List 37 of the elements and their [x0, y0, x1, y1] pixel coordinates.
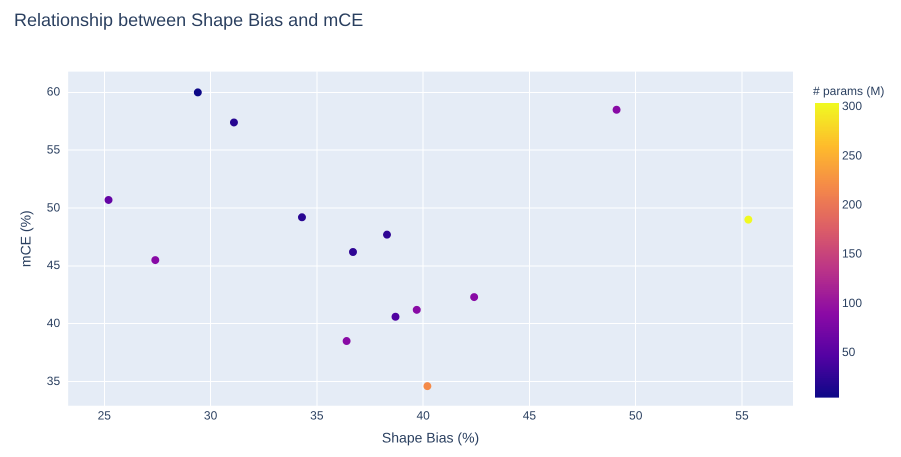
- color-bar-label: 250: [842, 148, 862, 162]
- x-tick-label: 50: [629, 408, 643, 422]
- color-bar-label: 200: [842, 198, 862, 212]
- y-axis-title: mCE (%): [17, 210, 34, 268]
- point: [342, 337, 351, 346]
- y-tick-label: 45: [46, 258, 60, 272]
- point: [423, 382, 432, 390]
- point: [470, 293, 478, 302]
- x-tick-label: 45: [522, 408, 536, 422]
- y-tick-label: 40: [46, 316, 60, 330]
- color-bar-title: # params (M): [813, 84, 884, 98]
- point: [744, 216, 752, 224]
- point: [348, 248, 357, 256]
- y-tick-label: 35: [46, 374, 60, 388]
- color-bar-label: 150: [842, 246, 862, 261]
- point: [151, 256, 160, 264]
- point: [104, 196, 113, 204]
- color-bar-label: 300: [842, 99, 862, 114]
- x-tick-label: 25: [98, 408, 112, 422]
- point: [194, 88, 202, 96]
- point: [612, 106, 621, 114]
- point: [383, 230, 391, 239]
- point: [230, 118, 238, 126]
- point: [392, 312, 400, 321]
- y-tick-label: 55: [46, 142, 60, 157]
- x-tick-label: 35: [310, 408, 324, 422]
- chart-title: Relationship between Shape Bias and mCE: [14, 10, 364, 30]
- x-tick-label: 30: [204, 408, 218, 422]
- y-tick-label: 60: [46, 84, 60, 99]
- color-bar-label: 50: [842, 345, 856, 360]
- y-tick-label: 50: [46, 200, 60, 214]
- x-axis-title: Shape Bias (%): [382, 429, 480, 446]
- point: [412, 306, 421, 314]
- x-tick-label: 40: [416, 408, 430, 422]
- x-tick-label: 55: [735, 408, 749, 422]
- point: [298, 213, 306, 222]
- color-bar-label: 100: [842, 296, 862, 310]
